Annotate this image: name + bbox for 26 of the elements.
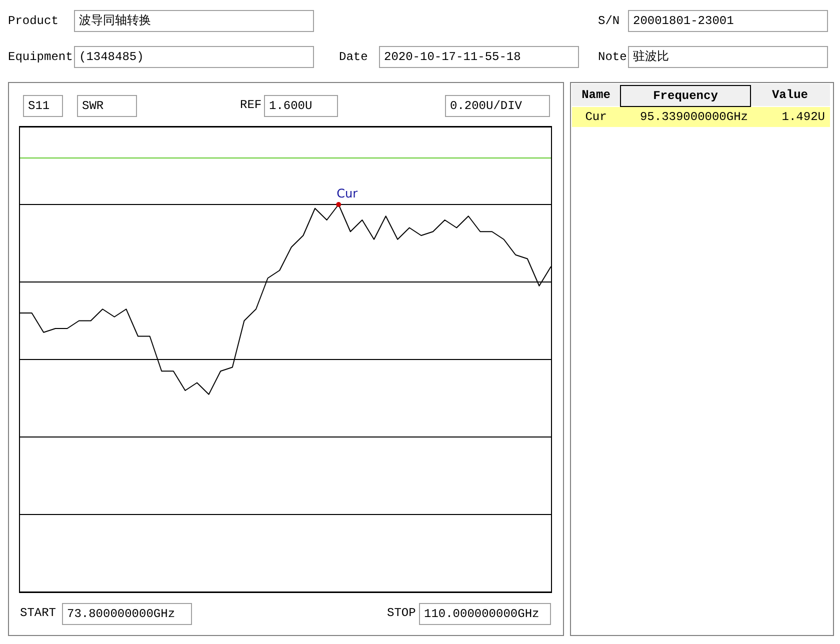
- text: S/N: [598, 13, 620, 30]
- text: STOP: [387, 605, 416, 622]
- text: 波导同轴转换: [74, 10, 314, 32]
- text: SWR: [77, 95, 137, 117]
- text: Product: [8, 13, 58, 30]
- text: 110.000000000GHz: [419, 603, 551, 625]
- text: Equipment: [8, 49, 73, 66]
- text: Cur: [584, 109, 608, 126]
- text: Frequency: [620, 85, 751, 107]
- text: 95.339000000GHz: [638, 109, 749, 126]
- text: 1.600U: [264, 95, 338, 117]
- text: 1.492U: [780, 109, 826, 126]
- text: S11: [23, 95, 63, 117]
- text: 73.800000000GHz: [62, 603, 192, 625]
- text: 20001801-23001: [628, 10, 828, 32]
- text: Note: [598, 49, 627, 66]
- text: 2020-10-17-11-55-18: [379, 46, 579, 68]
- text: Date: [339, 49, 368, 66]
- text: REF: [240, 97, 262, 114]
- text: Cur: [336, 186, 358, 201]
- text: (1348485): [74, 46, 314, 68]
- text: Value: [770, 87, 809, 104]
- text: 驻波比: [628, 46, 828, 68]
- text: 0.200U/DIV: [445, 95, 550, 117]
- text: START: [20, 605, 56, 622]
- text: Name: [580, 87, 612, 104]
